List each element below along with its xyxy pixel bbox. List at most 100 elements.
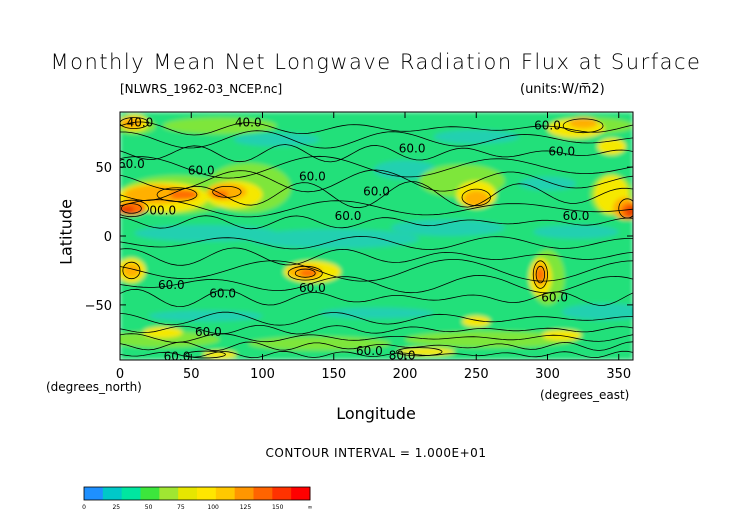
x-unit-label: (degrees_east) <box>540 388 630 402</box>
y-tick-label: −50 <box>85 299 112 314</box>
colorbar-swatch <box>272 487 292 500</box>
contour-label: 60.0 <box>209 286 236 300</box>
chart-title: Monthly Mean Net Longwave Radiation Flux… <box>50 50 702 74</box>
x-tick-label: 0 <box>116 367 124 382</box>
contour-ring <box>461 188 491 207</box>
contour-ring <box>535 265 546 284</box>
field-blob <box>519 176 576 191</box>
colorbar-swatch <box>291 487 311 500</box>
field-blob <box>248 229 420 249</box>
field-blob <box>625 205 633 217</box>
contour-label: 60.0 <box>195 325 222 339</box>
field-blob <box>568 117 598 129</box>
field-blob <box>390 219 505 236</box>
contour-ring <box>562 118 604 134</box>
y-axis: 50 0 −50 <box>85 161 633 314</box>
colorbar-swatch <box>121 487 141 500</box>
contour-ring <box>156 187 198 202</box>
contour-ring <box>121 203 142 214</box>
field-blob <box>541 329 582 341</box>
contour-ring <box>396 347 443 357</box>
field-blob <box>463 190 490 208</box>
contour-line <box>120 259 633 282</box>
contour-line <box>120 181 633 209</box>
contour-label: 60.0 <box>541 291 568 305</box>
field-blob <box>319 307 434 319</box>
contour-line <box>120 247 633 266</box>
contour-ring <box>120 199 149 218</box>
contour-lines <box>120 117 633 359</box>
contour-label: 60.0 <box>356 344 383 358</box>
field-blob <box>134 224 277 242</box>
contour-label: 60.0 <box>363 184 390 198</box>
y-tick-label: 0 <box>104 230 112 245</box>
contour-label: 60.0 <box>534 118 561 132</box>
field-blob <box>299 269 317 278</box>
contour-label: 60.0 <box>399 142 426 156</box>
field-blob <box>561 303 633 321</box>
x-tick-label: 350 <box>606 367 631 382</box>
contour-line <box>120 325 633 335</box>
field-blob <box>162 117 277 135</box>
contour-label: 40.0 <box>127 116 154 130</box>
contour-interval-label: CONTOUR INTERVAL = 1.000E+01 <box>265 446 487 460</box>
contour-line <box>120 341 633 352</box>
contour-line <box>120 121 633 136</box>
contour-line <box>120 311 633 326</box>
colorbar-swatch <box>84 487 104 500</box>
contour-ring <box>294 268 316 278</box>
contour-labels: 40.0 40.060.0 60.0 60.060.060.060.060.000.0… <box>118 116 590 364</box>
field-blob <box>597 138 626 155</box>
contour-label: 80.0 <box>389 348 416 362</box>
y-tick-label: 50 <box>95 161 112 176</box>
file-label: [NLWRS_1962-03_NCEP.nc] <box>120 82 283 96</box>
field-blob <box>433 129 519 144</box>
y-unit-label: (degrees_north) <box>46 380 142 394</box>
contour-line <box>120 333 633 343</box>
x-tick-label: 200 <box>393 367 418 382</box>
colorbar-label: 150 <box>272 504 284 511</box>
units-label: (units:W/m̅2) <box>520 82 605 97</box>
colorbar-label: 50 <box>145 504 153 511</box>
field-blob <box>202 350 237 359</box>
colorbar-label: 25 <box>112 504 120 511</box>
x-tick-label: 250 <box>464 367 489 382</box>
colorbar-label: 0 <box>82 504 86 511</box>
contour-label: 60.0 <box>299 281 326 295</box>
colorbar-swatch <box>102 487 123 500</box>
field-blob <box>234 132 320 147</box>
field-blob <box>142 326 183 338</box>
colorbar-swatch <box>159 487 179 500</box>
colorbar: 0 25 50 75 100 125 150 ∞ <box>82 486 313 511</box>
field-blob <box>122 263 140 278</box>
contour-line <box>120 235 633 250</box>
contour-label: 60.0 <box>335 209 362 223</box>
colorbar-frame <box>83 486 311 501</box>
contour-line <box>120 288 633 308</box>
heatmap-field <box>120 112 633 360</box>
colorbar-label: ∞ <box>308 504 313 511</box>
contour-line <box>120 199 633 218</box>
contour-line <box>120 130 633 149</box>
x-axis-label: Longitude <box>336 404 416 423</box>
contour-label: 60.0 <box>164 350 191 364</box>
colorbar-label: 100 <box>207 504 219 511</box>
colorbar-label: 125 <box>240 504 252 511</box>
contour-label: 60.0 <box>158 278 185 292</box>
contour-ring <box>287 265 323 281</box>
colorbar-label: 75 <box>177 504 185 511</box>
colorbar-swatch <box>178 487 198 500</box>
x-tick-label: 300 <box>535 367 560 382</box>
x-tick-label: 150 <box>321 367 346 382</box>
colorbar-swatch <box>197 487 217 500</box>
x-tick-label: 100 <box>250 367 275 382</box>
contour-label: 60.0 <box>118 157 145 171</box>
contour-line <box>120 155 633 179</box>
contour-ring <box>122 261 141 280</box>
field-blob <box>211 190 229 199</box>
colorbar-swatch <box>234 487 254 500</box>
contour-line <box>120 169 633 193</box>
contour-label: 60.0 <box>188 164 215 178</box>
contour-label: 60.0 <box>563 209 590 223</box>
contour-ring <box>120 117 149 129</box>
